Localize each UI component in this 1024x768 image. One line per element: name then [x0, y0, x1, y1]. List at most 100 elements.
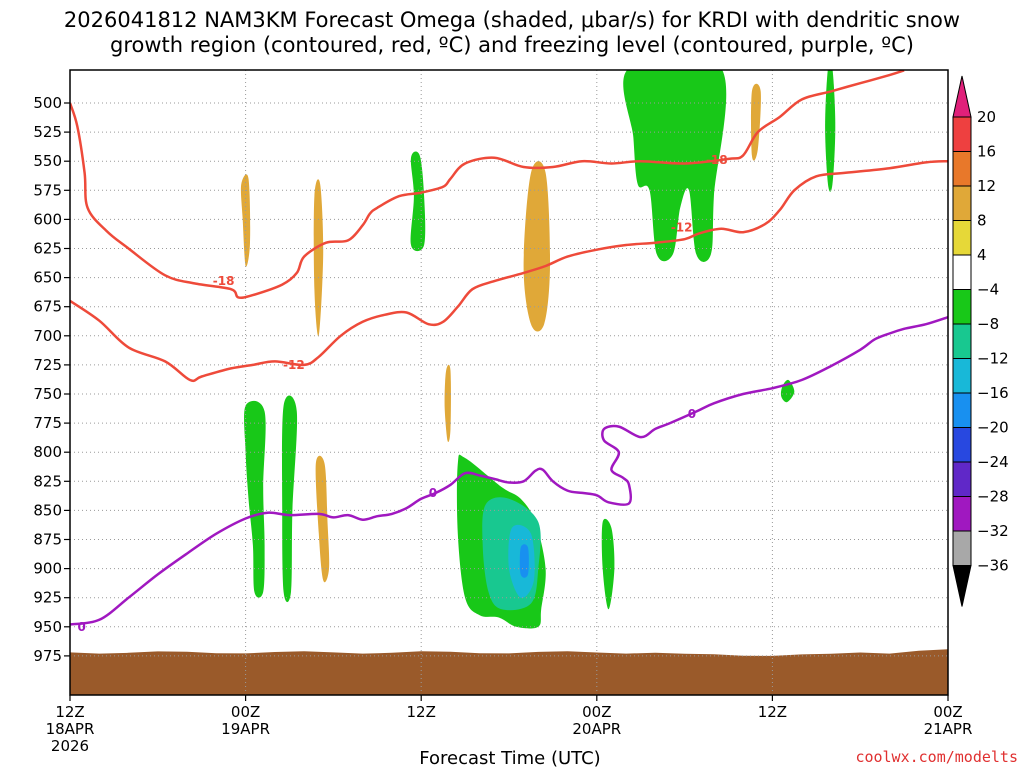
x-tick-label-48-0: 12Z — [758, 703, 787, 721]
colorbar-bin-2 — [952, 151, 972, 187]
colorbar-bottom-arrow — [952, 565, 972, 607]
x-tick-label-36-0: 00Z — [582, 703, 611, 721]
x-tick-label-24-0: 12Z — [407, 703, 436, 721]
y-tick-label-950: 950 — [33, 618, 62, 636]
x-tick-label-0-0: 12Z — [55, 703, 84, 721]
colorbar-label-5: −4 — [977, 281, 999, 299]
freezing-contour-label-0: 0 — [78, 620, 86, 634]
omega-region-22 — [244, 400, 266, 598]
omega-region-7 — [315, 455, 330, 583]
colorbar-bin-7 — [952, 323, 972, 359]
colorbar-bin-1 — [952, 116, 972, 152]
colorbar: 20 16 12 8 4 −4 −8 −12 −16 −20 −24 −28 −32 −36 — [952, 75, 1009, 607]
colorbar-bin-13 — [952, 530, 972, 566]
omega-shading — [70, 70, 836, 648]
omega-region-14 — [659, 368, 688, 497]
colorbar-label-13: −36 — [977, 557, 1009, 575]
colorbar-label-6: −8 — [977, 315, 999, 333]
y-tick-label-975: 975 — [33, 647, 62, 665]
colorbar-bin-10 — [952, 427, 972, 463]
colorbar-label-3: 8 — [977, 212, 987, 230]
colorbar-bin-3 — [952, 185, 972, 221]
x-tick-label-0-2: 2026 — [51, 737, 89, 755]
x-tick-label-0-1: 18APR — [46, 720, 95, 738]
chart-title-line-1: 2026041812 NAM3KM Forecast Omega (shaded… — [64, 8, 960, 32]
grid-lines — [70, 70, 948, 695]
omega-region-19 — [825, 70, 836, 192]
dendritic-contour-2 — [70, 159, 948, 383]
y-tick-label-825: 825 — [33, 472, 62, 490]
colorbar-label-10: −24 — [977, 453, 1009, 471]
y-tick-label-650: 650 — [33, 269, 62, 287]
colorbar-bin-12 — [952, 496, 972, 532]
colorbar-bin-9 — [952, 392, 972, 428]
omega-region-12 — [564, 398, 595, 488]
credit-text: coolwx.com/modelts — [855, 748, 1018, 766]
y-tick-label-800: 800 — [33, 443, 62, 461]
colorbar-bin-11 — [952, 461, 972, 497]
dendritic-contour-label-1: -18 — [706, 153, 728, 167]
omega-region-11 — [523, 161, 551, 332]
colorbar-bin-5 — [952, 254, 972, 290]
pressure-axis: 500 525 550 575 600 625 650 675 700 725 750 775 800 8… — [33, 94, 70, 665]
omega-region-18 — [623, 70, 727, 262]
x-tick-label-12-0: 00Z — [231, 703, 260, 721]
dendritic-contour-label-2: -12 — [283, 358, 305, 372]
y-tick-label-700: 700 — [33, 327, 62, 345]
omega-region-5 — [240, 174, 251, 267]
colorbar-label-9: −20 — [977, 419, 1009, 437]
omega-region-23 — [281, 395, 298, 603]
omega-region-24 — [601, 518, 615, 610]
dendritic-contour-label-0: -18 — [213, 274, 235, 288]
y-tick-label-775: 775 — [33, 414, 62, 432]
y-tick-label-675: 675 — [33, 298, 62, 316]
y-tick-label-525: 525 — [33, 123, 62, 141]
omega-region-4 — [276, 70, 346, 648]
x-tick-label-12-1: 19APR — [221, 720, 270, 738]
y-tick-label-850: 850 — [33, 501, 62, 519]
omega-region-3 — [231, 97, 257, 451]
omega-region-0 — [70, 423, 159, 559]
y-tick-label-900: 900 — [33, 560, 62, 578]
omega-region-8 — [434, 287, 458, 605]
omega-region-17 — [811, 271, 827, 334]
colorbar-bin-6 — [952, 289, 972, 325]
x-axis-label: Forecast Time (UTC) — [419, 748, 600, 768]
y-tick-label-550: 550 — [33, 152, 62, 170]
colorbar-bin-8 — [952, 358, 972, 394]
y-tick-label-875: 875 — [33, 531, 62, 549]
y-tick-label-500: 500 — [33, 94, 62, 112]
x-tick-label-36-1: 20APR — [572, 720, 621, 738]
colorbar-label-1: 16 — [977, 143, 996, 161]
omega-region-6 — [313, 179, 324, 337]
y-tick-label-725: 725 — [33, 356, 62, 374]
freezing-level-contour — [70, 316, 948, 626]
omega-region-2 — [178, 264, 210, 555]
y-tick-label-750: 750 — [33, 385, 62, 403]
colorbar-label-11: −28 — [977, 488, 1009, 506]
freezing-contour-label-2: 0 — [688, 407, 696, 421]
x-tick-label-60-0: 00Z — [933, 703, 962, 721]
y-tick-label-925: 925 — [33, 589, 62, 607]
omega-region-13 — [589, 307, 621, 489]
y-tick-label-600: 600 — [33, 210, 62, 228]
y-tick-label-575: 575 — [33, 181, 62, 199]
colorbar-label-8: −16 — [977, 384, 1009, 402]
colorbar-label-7: −12 — [977, 350, 1009, 368]
dendritic-contour-label-3: -12 — [671, 221, 693, 235]
colorbar-label-0: 20 — [977, 108, 996, 126]
ground-layer — [70, 649, 948, 695]
colorbar-label-2: 12 — [977, 177, 996, 195]
colorbar-label-4: 4 — [977, 246, 987, 264]
temperature-contours: -18 -18 -12 -12 0 0 0 — [70, 70, 948, 634]
colorbar-label-12: −32 — [977, 522, 1009, 540]
dendritic-contour-0 — [70, 70, 905, 300]
y-tick-label-625: 625 — [33, 240, 62, 258]
omega-region-1 — [128, 253, 151, 394]
colorbar-bin-4 — [952, 220, 972, 256]
freezing-contour-label-1: 0 — [429, 486, 437, 500]
chart-title-line-2: growth region (contoured, red, ºC) and f… — [110, 33, 914, 57]
ground-surface — [70, 649, 948, 695]
